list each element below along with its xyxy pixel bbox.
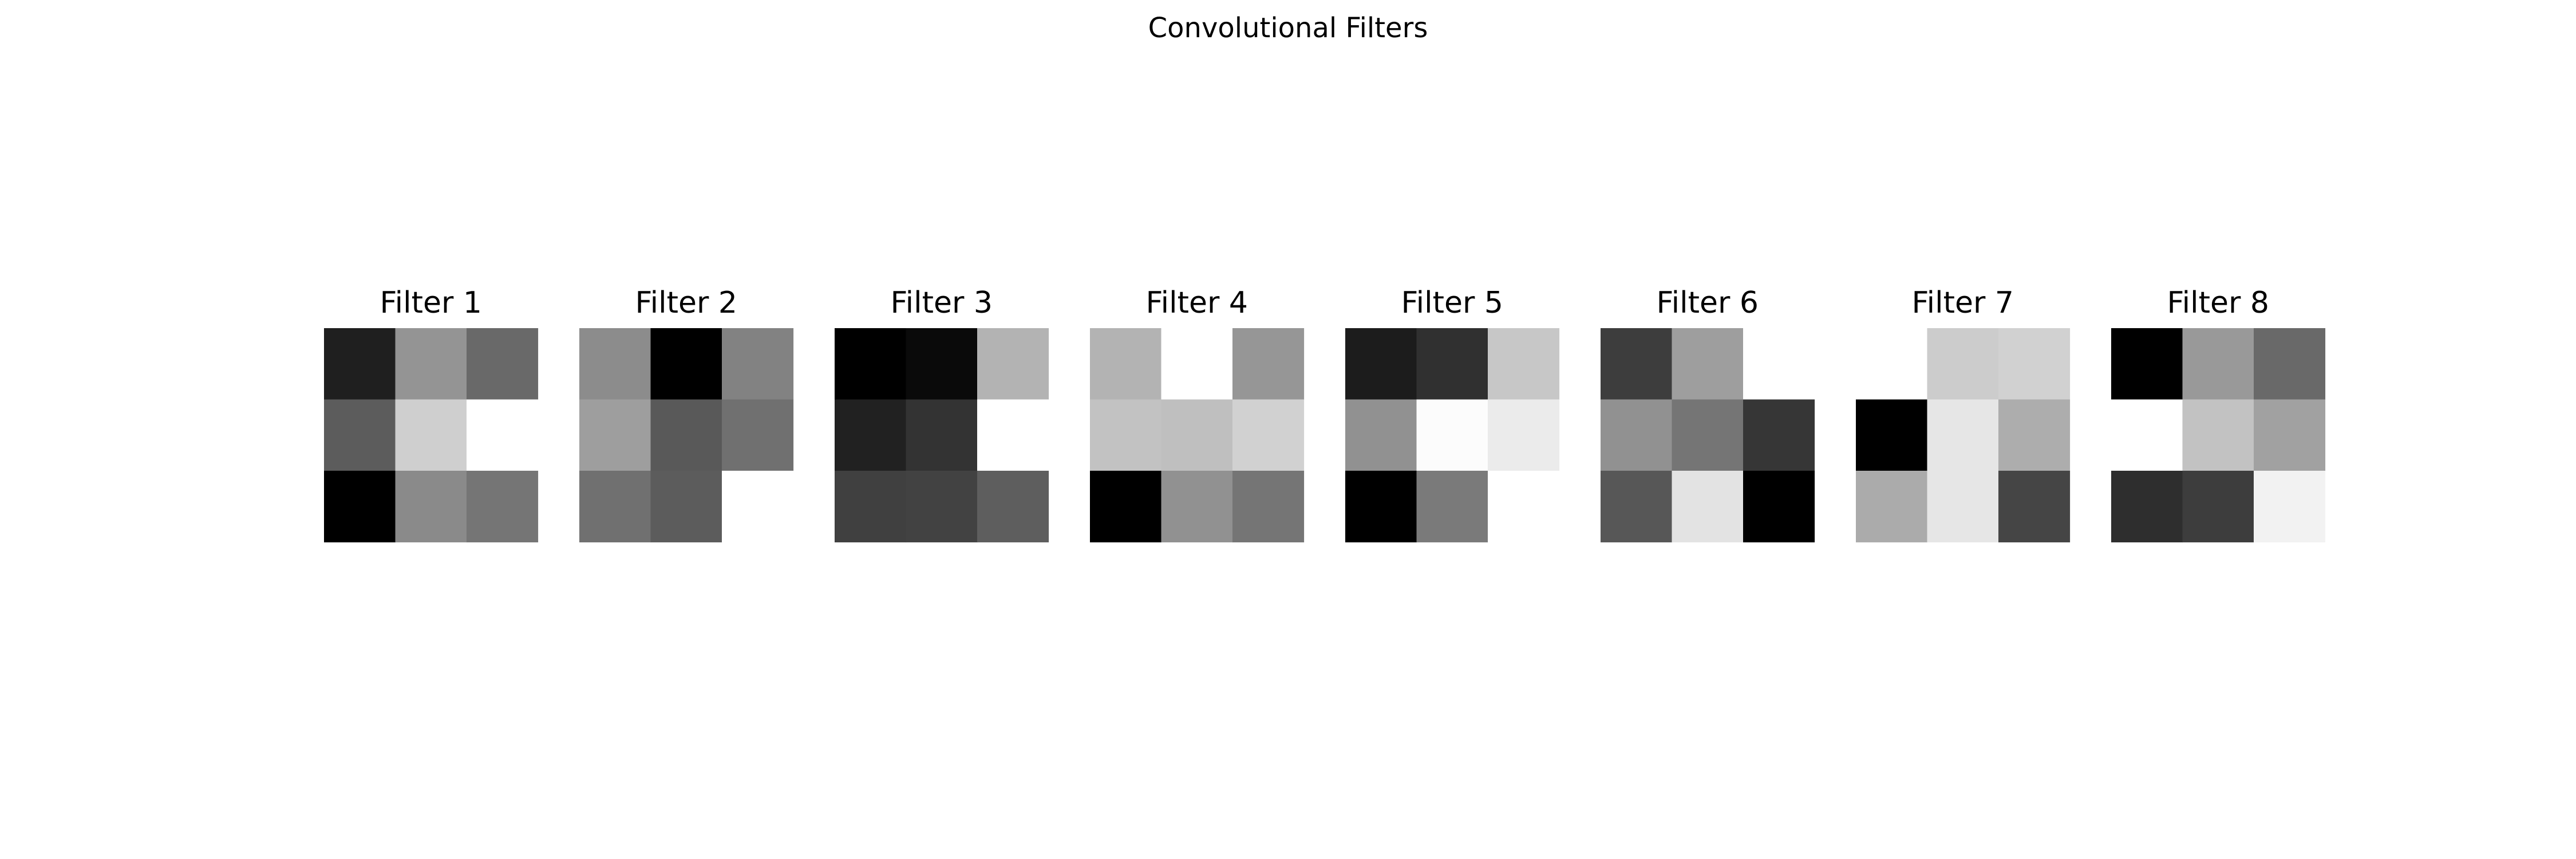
filter-1-cell-r2-c1 — [324, 399, 396, 471]
filter-3-cell-r3-c2 — [906, 471, 978, 543]
filter-4-cell-r3-c2 — [1161, 471, 1233, 543]
filter-4-cell-r3-c1 — [1090, 471, 1162, 543]
filter-6-cell-r1-c3 — [1743, 328, 1815, 400]
filter-1-cell-r1-c2 — [395, 328, 467, 400]
filter-6-cell-r3-c2 — [1672, 471, 1744, 543]
filter-7-cell-r3-c2 — [1927, 471, 1999, 543]
filter-5-cell-r3-c1 — [1345, 471, 1417, 543]
filter-5-cell-r1-c2 — [1416, 328, 1488, 400]
filter-7-cell-r3-c1 — [1856, 471, 1928, 543]
filter-8-cell-r3-c1 — [2111, 471, 2183, 543]
filter-1-cell-r3-c3 — [467, 471, 539, 543]
filter-panel-1: Filter 1 — [324, 286, 539, 543]
filter-2-cell-r1-c3 — [722, 328, 794, 400]
filter-2-cell-r3-c2 — [650, 471, 722, 543]
filter-5-cell-r1-c3 — [1488, 328, 1560, 400]
filter-7-cell-r2-c1 — [1856, 399, 1928, 471]
filter-title: Filter 3 — [891, 286, 993, 320]
filter-8-cell-r2-c1 — [2111, 399, 2183, 471]
filter-4-cell-r1-c3 — [1232, 328, 1305, 400]
filter-2-cell-r2-c1 — [579, 399, 651, 471]
filter-6-cell-r2-c1 — [1601, 399, 1673, 471]
filter-7-cell-r3-c3 — [1998, 471, 2071, 543]
filter-6-cell-r1-c2 — [1672, 328, 1744, 400]
filter-4-cell-r1-c1 — [1090, 328, 1162, 400]
filter-8-cell-r3-c3 — [2254, 471, 2326, 543]
filter-panel-2: Filter 2 — [579, 286, 794, 543]
filter-3-cell-r1-c2 — [906, 328, 978, 400]
filter-8-cell-r1-c2 — [2182, 328, 2254, 400]
filter-2-cell-r3-c3 — [722, 471, 794, 543]
filter-title: Filter 2 — [635, 286, 737, 320]
filter-2-cell-r2-c2 — [650, 399, 722, 471]
filter-4-cell-r3-c3 — [1232, 471, 1305, 543]
filter-panel-3: Filter 3 — [835, 286, 1049, 543]
filter-1-cell-r3-c1 — [324, 471, 396, 543]
filter-panel-4: Filter 4 — [1090, 286, 1305, 543]
filter-5-cell-r1-c1 — [1345, 328, 1417, 400]
filter-title: Filter 4 — [1146, 286, 1248, 320]
filter-1-cell-r1-c3 — [467, 328, 539, 400]
filter-5-cell-r3-c2 — [1416, 471, 1488, 543]
filter-7-cell-r1-c1 — [1856, 328, 1928, 400]
filter-1-cell-r3-c2 — [395, 471, 467, 543]
filter-1-cell-r2-c3 — [467, 399, 539, 471]
filter-7-cell-r2-c2 — [1927, 399, 1999, 471]
filter-3-cell-r2-c1 — [835, 399, 907, 471]
filter-2-cell-r3-c1 — [579, 471, 651, 543]
filter-4-cell-r2-c2 — [1161, 399, 1233, 471]
filter-title: Filter 6 — [1657, 286, 1759, 320]
filter-3-cell-r1-c3 — [977, 328, 1049, 400]
figure-title: Convolutional Filters — [1148, 12, 1428, 44]
filter-8-cell-r2-c2 — [2182, 399, 2254, 471]
filter-5-cell-r2-c2 — [1416, 399, 1488, 471]
filter-8-cell-r2-c3 — [2254, 399, 2326, 471]
filter-7-cell-r1-c3 — [1998, 328, 2071, 400]
filter-1-cell-r1-c1 — [324, 328, 396, 400]
filter-2-cell-r1-c1 — [579, 328, 651, 400]
filter-4-cell-r1-c2 — [1161, 328, 1233, 400]
filter-6-cell-r2-c3 — [1743, 399, 1815, 471]
filter-panels: Filter 1 Filter 2 Filter 3 Filter 4 Filter 5… — [324, 286, 2326, 543]
filter-3-cell-r2-c2 — [906, 399, 978, 471]
filter-1-cell-r2-c2 — [395, 399, 467, 471]
filter-8-cell-r3-c2 — [2182, 471, 2254, 543]
filter-title: Filter 7 — [1912, 286, 2014, 320]
filter-4-cell-r2-c3 — [1232, 399, 1305, 471]
filter-title: Filter 8 — [2167, 286, 2269, 320]
filter-3-cell-r2-c3 — [977, 399, 1049, 471]
filter-6-cell-r1-c1 — [1601, 328, 1673, 400]
filter-panel-5: Filter 5 — [1345, 286, 1560, 543]
filter-6-cell-r2-c2 — [1672, 399, 1744, 471]
filter-4-cell-r2-c1 — [1090, 399, 1162, 471]
filter-panel-7: Filter 7 — [1856, 286, 2071, 543]
filter-3-cell-r1-c1 — [835, 328, 907, 400]
filter-5-cell-r2-c1 — [1345, 399, 1417, 471]
filter-panel-8: Filter 8 — [2111, 286, 2326, 543]
filter-8-cell-r1-c3 — [2254, 328, 2326, 400]
filter-6-cell-r3-c1 — [1601, 471, 1673, 543]
filter-7-cell-r1-c2 — [1927, 328, 1999, 400]
filter-5-cell-r2-c3 — [1488, 399, 1560, 471]
filter-2-cell-r2-c3 — [722, 399, 794, 471]
filter-3-cell-r3-c3 — [977, 471, 1049, 543]
filter-title: Filter 1 — [380, 286, 482, 320]
filter-6-cell-r3-c3 — [1743, 471, 1815, 543]
filter-title: Filter 5 — [1401, 286, 1503, 320]
filter-panel-6: Filter 6 — [1601, 286, 1815, 543]
filter-5-cell-r3-c3 — [1488, 471, 1560, 543]
filter-8-cell-r1-c1 — [2111, 328, 2183, 400]
filter-7-cell-r2-c3 — [1998, 399, 2071, 471]
filter-2-cell-r1-c2 — [650, 328, 722, 400]
filter-3-cell-r3-c1 — [835, 471, 907, 543]
